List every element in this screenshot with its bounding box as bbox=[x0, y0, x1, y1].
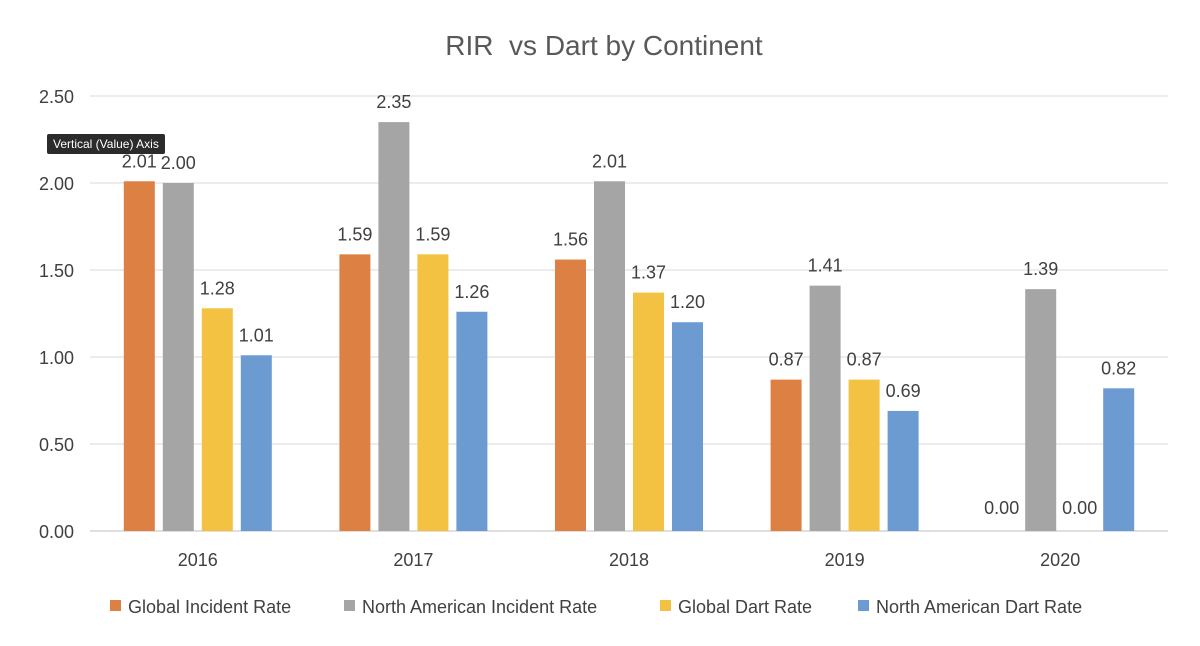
bar-global-dart-rate-2016[interactable] bbox=[201, 308, 233, 531]
bar-north-american-incident-rate-2017[interactable] bbox=[378, 122, 410, 531]
x-tick-label: 2017 bbox=[393, 550, 433, 570]
data-label-zero: 0.00 bbox=[1062, 498, 1097, 518]
x-tick-label: 2019 bbox=[825, 550, 865, 570]
data-label: 1.37 bbox=[631, 263, 666, 283]
y-axis-ticks: 0.00 0.50 1.00 1.50 2.00 2.50 bbox=[39, 87, 74, 542]
data-labels: 2.01 2.001.281.011.592.351.591.261.562.01… bbox=[122, 92, 1136, 518]
legend: Global Incident Rate North American Incid… bbox=[110, 597, 1082, 617]
chart-title: RIR vs Dart by Continent bbox=[445, 30, 763, 61]
x-tick-label: 2016 bbox=[178, 550, 218, 570]
y-tick-label: 1.00 bbox=[39, 348, 74, 368]
bar-north-american-incident-rate-2018[interactable] bbox=[594, 181, 625, 531]
data-label: 1.41 bbox=[808, 256, 843, 276]
data-label: 2.01 bbox=[592, 151, 627, 171]
bar-north-american-dart-rate-2018[interactable] bbox=[672, 322, 703, 531]
data-label: 0.82 bbox=[1101, 358, 1136, 378]
data-label: 1.56 bbox=[553, 230, 588, 250]
data-label: 2.01 bbox=[122, 151, 157, 171]
bar-global-dart-rate-2018[interactable] bbox=[633, 292, 664, 531]
bar-global-incident-rate-2019[interactable] bbox=[770, 379, 802, 531]
y-tick-label: 0.00 bbox=[39, 522, 74, 542]
bar-north-american-incident-rate-2016[interactable] bbox=[162, 183, 194, 531]
legend-label: Global Dart Rate bbox=[678, 597, 812, 617]
bar-global-dart-rate-2019[interactable] bbox=[848, 379, 880, 531]
data-label: 2.35 bbox=[376, 92, 411, 112]
data-label: 0.69 bbox=[886, 381, 921, 401]
bar-north-american-dart-rate-2016[interactable] bbox=[240, 355, 272, 531]
legend-label: Global Incident Rate bbox=[128, 597, 291, 617]
data-label: 0.87 bbox=[847, 350, 882, 370]
x-tick-label: 2018 bbox=[609, 550, 649, 570]
data-label: 1.28 bbox=[200, 278, 235, 298]
bar-north-american-dart-rate-2020[interactable] bbox=[1103, 388, 1135, 531]
bar-global-incident-rate-2017[interactable] bbox=[339, 254, 371, 531]
legend-swatch bbox=[110, 600, 121, 611]
axis-tooltip: Vertical (Value) Axis bbox=[47, 134, 165, 154]
x-tick-label: 2020 bbox=[1040, 550, 1080, 570]
x-axis-ticks: 2016 2017 2018 2019 2020 bbox=[178, 550, 1080, 570]
bar-north-american-incident-rate-2020[interactable] bbox=[1025, 289, 1057, 531]
legend-swatch bbox=[858, 600, 869, 611]
legend-label: North American Incident Rate bbox=[362, 597, 597, 617]
data-label: 1.20 bbox=[670, 292, 705, 312]
data-label: 1.26 bbox=[454, 282, 489, 302]
data-label-zero: 0.00 bbox=[984, 498, 1019, 518]
y-tick-label: 1.50 bbox=[39, 261, 74, 281]
data-label: 1.59 bbox=[415, 224, 450, 244]
bars bbox=[123, 122, 1135, 531]
bar-global-incident-rate-2016[interactable] bbox=[123, 181, 155, 531]
data-label: 0.87 bbox=[769, 350, 804, 370]
legend-swatch bbox=[344, 600, 355, 611]
y-tick-label: 2.50 bbox=[39, 87, 74, 107]
bar-global-dart-rate-2017[interactable] bbox=[417, 254, 449, 531]
bar-north-american-incident-rate-2019[interactable] bbox=[809, 285, 841, 531]
y-tick-label: 2.00 bbox=[39, 174, 74, 194]
data-label: 1.59 bbox=[337, 224, 372, 244]
legend-label: North American Dart Rate bbox=[876, 597, 1082, 617]
bar-global-incident-rate-2018[interactable] bbox=[555, 259, 586, 531]
bar-north-american-dart-rate-2019[interactable] bbox=[887, 410, 919, 531]
data-label: 1.01 bbox=[239, 325, 274, 345]
data-label: 2.00 bbox=[161, 153, 196, 173]
bar-north-american-dart-rate-2017[interactable] bbox=[456, 311, 488, 531]
legend-swatch bbox=[660, 600, 671, 611]
y-tick-label: 0.50 bbox=[39, 435, 74, 455]
data-label: 1.39 bbox=[1023, 259, 1058, 279]
